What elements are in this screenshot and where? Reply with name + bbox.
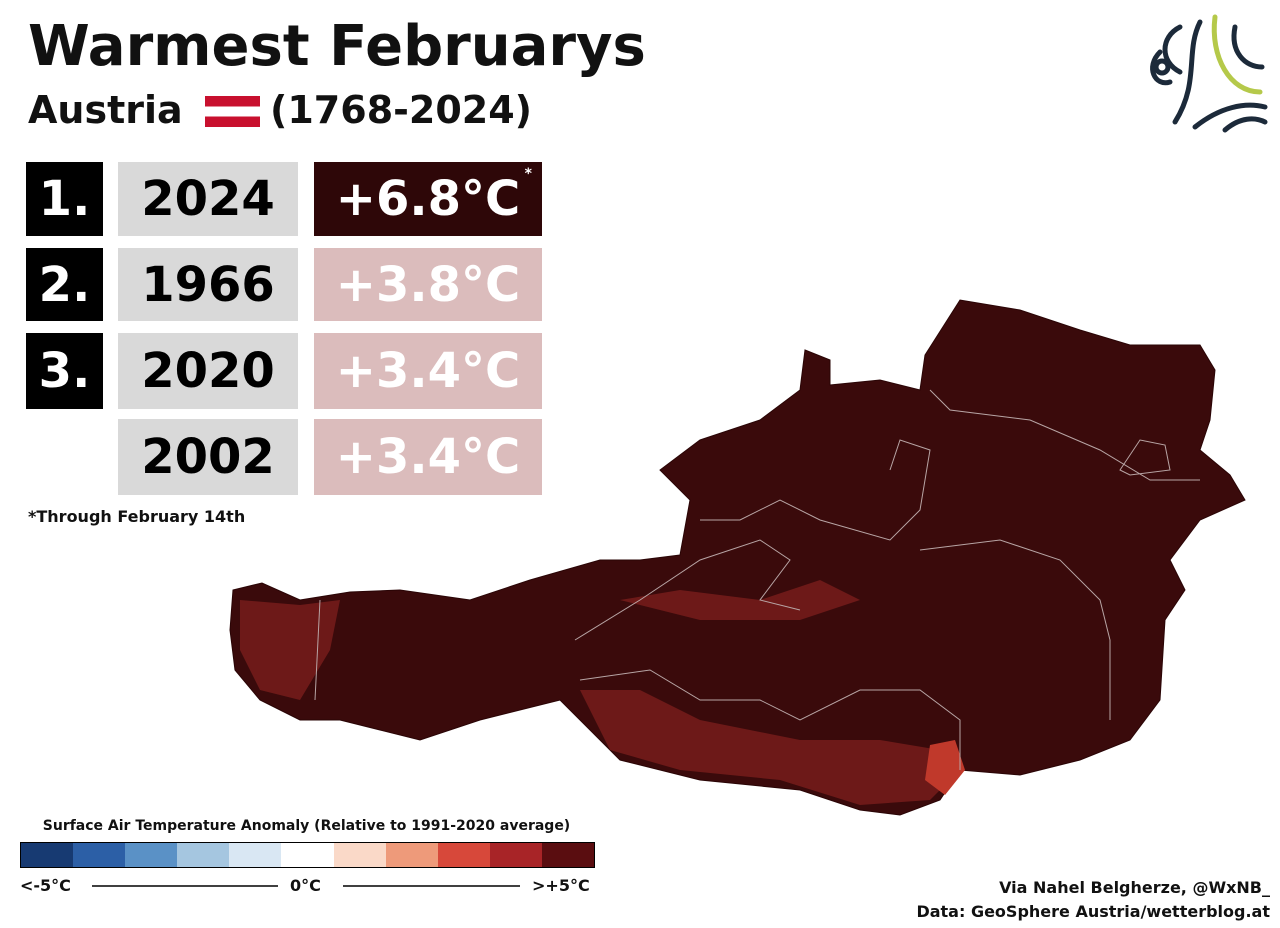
color-swatch: [21, 843, 74, 867]
color-swatch: [281, 843, 334, 867]
credit-author: Via Nahel Belgherze, @WxNB_: [999, 878, 1270, 897]
anomaly: +6.8°C *: [314, 162, 542, 236]
color-swatch: [385, 843, 438, 867]
title: Warmest Februarys: [28, 14, 646, 79]
legend-high: >+5°C: [532, 876, 590, 895]
color-swatch: [125, 843, 178, 867]
color-swatch: [333, 843, 386, 867]
anomaly: +3.8°C: [314, 248, 542, 321]
warmer-region: [240, 580, 960, 805]
footnote: *Through February 14th: [28, 507, 246, 526]
color-swatch: [541, 843, 595, 867]
legend-low: <-5°C: [20, 876, 71, 895]
flag: [205, 96, 260, 127]
legend-title: Surface Air Temperature Anomaly (Relativ…: [42, 818, 571, 834]
year: 2020: [118, 333, 298, 409]
rank: 3.: [26, 333, 103, 409]
color-swatch: [437, 843, 490, 867]
legend-axis: [92, 885, 520, 887]
anomaly: +3.4°C: [314, 419, 542, 495]
colorbar: [20, 842, 595, 868]
credit-source: Data: GeoSphere Austria/wetterblog.at: [916, 902, 1270, 921]
anomaly: +3.4°C: [314, 333, 542, 409]
hot-spot: [925, 740, 965, 795]
year: 1966: [118, 248, 298, 321]
rank: 1.: [26, 162, 103, 236]
color-swatch: [489, 843, 542, 867]
color-swatch: [177, 843, 230, 867]
note-mark: *: [524, 166, 532, 182]
legend-mid: 0°C: [290, 876, 321, 895]
color-swatch: [73, 843, 126, 867]
period: (1768-2024): [270, 88, 533, 132]
country: Austria: [28, 88, 183, 132]
rank: 2.: [26, 248, 103, 321]
logo: [1150, 14, 1268, 133]
year: 2024: [118, 162, 298, 236]
color-swatch: [229, 843, 282, 867]
year: 2002: [118, 419, 298, 495]
